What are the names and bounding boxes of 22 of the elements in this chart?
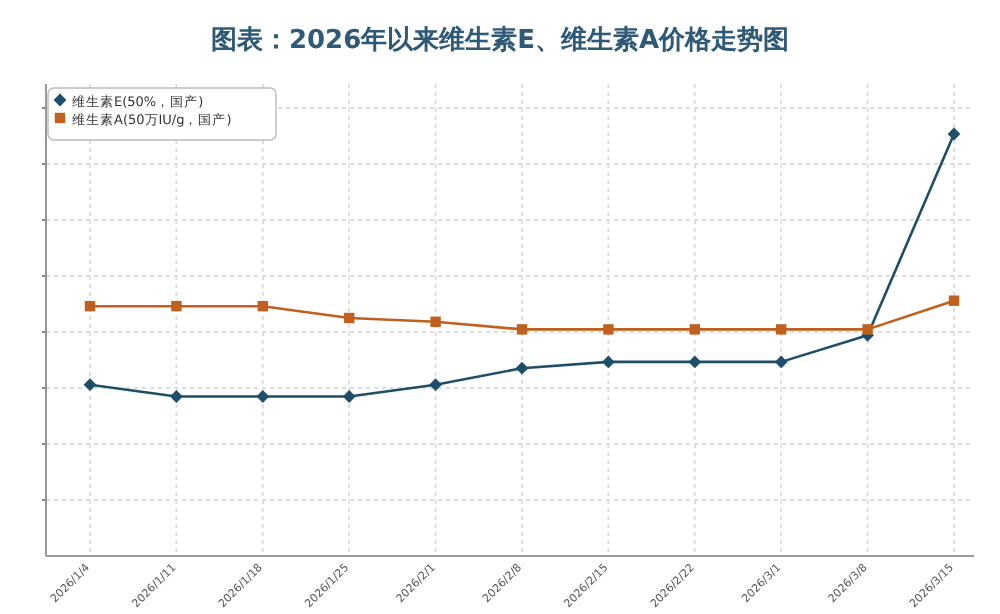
point <box>171 300 182 312</box>
point <box>430 316 441 327</box>
point <box>776 324 787 335</box>
point <box>170 390 183 403</box>
point <box>429 378 442 392</box>
point <box>688 355 702 369</box>
point <box>862 324 873 335</box>
point <box>948 295 960 306</box>
point <box>602 355 615 369</box>
point <box>515 361 529 375</box>
point <box>84 300 96 312</box>
point <box>516 324 528 335</box>
point <box>947 127 961 141</box>
point <box>256 390 270 403</box>
point <box>83 378 97 392</box>
point <box>603 324 614 335</box>
point <box>342 390 356 403</box>
point <box>257 300 268 312</box>
point <box>689 324 700 335</box>
point <box>344 312 355 324</box>
point <box>774 355 788 369</box>
chart-title: 图表：2026年以来维生素E、维生素A价格走势图 <box>210 24 790 56</box>
